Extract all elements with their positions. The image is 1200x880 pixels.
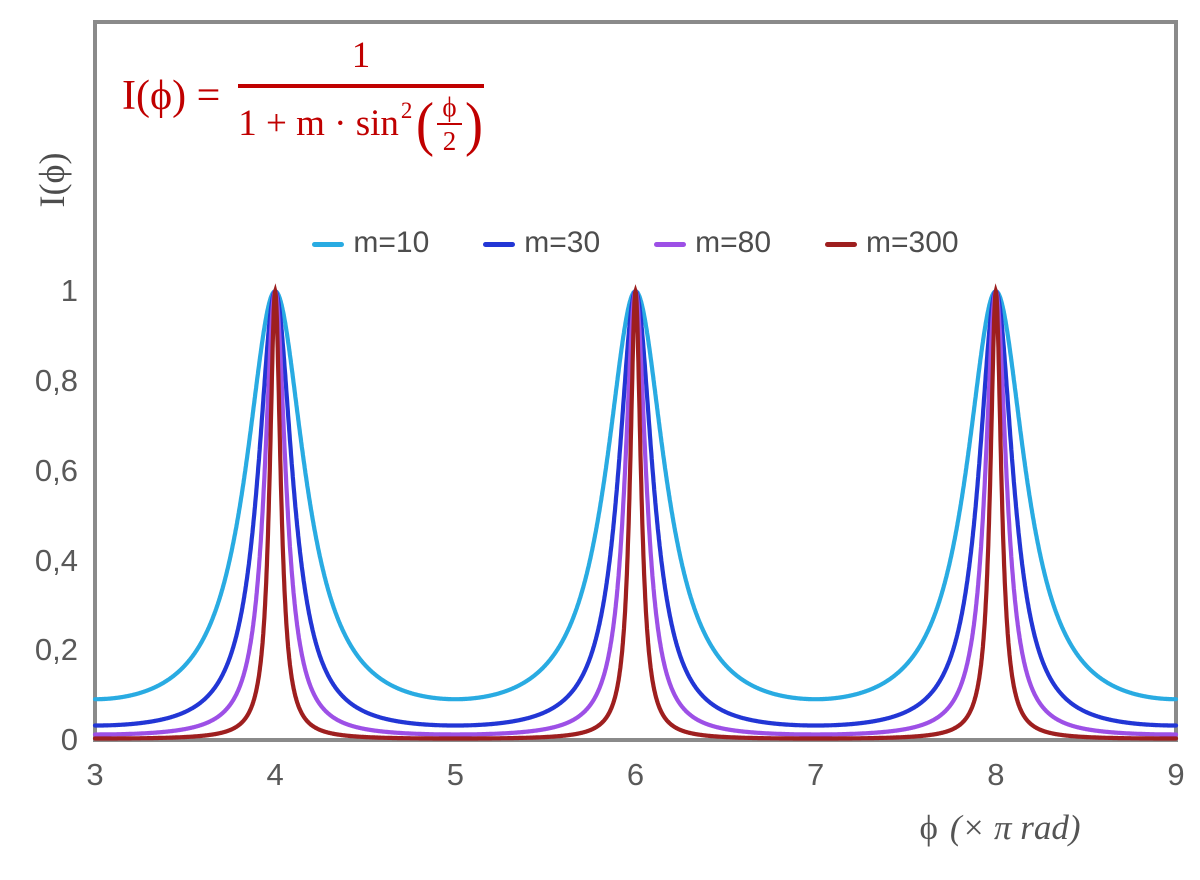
legend-label: m=30 [524, 226, 601, 259]
y-axis-title: I(ϕ) [32, 152, 72, 208]
inner-denominator: 2 [442, 126, 457, 157]
legend-swatch-m=30 [483, 241, 516, 247]
legend-item-m=300: m=300 [825, 226, 959, 260]
legend-label: m=10 [353, 226, 430, 259]
legend-swatch-m=10 [312, 241, 345, 247]
formula-denominator: 1 + m · sin 2 ( ϕ 2 ) [238, 88, 483, 156]
formula-denominator-text: 1 + m · sin [238, 102, 399, 144]
curve-group [92, 283, 1179, 741]
curve-m=30 [92, 289, 1179, 728]
formula-lhs: I(ϕ) = [122, 72, 221, 119]
close-paren: ) [464, 91, 483, 158]
x-tick-label: 5 [446, 757, 464, 792]
legend-label: m=300 [866, 226, 959, 259]
legend-label: m=80 [695, 226, 772, 259]
y-tick-label: 0,8 [34, 363, 78, 398]
x-tick-label: 9 [1167, 757, 1185, 792]
plot-frame [93, 20, 1178, 742]
legend-swatch-m=80 [654, 241, 687, 247]
formula-sin-exponent: 2 [400, 98, 413, 124]
legend-swatch-m=300 [825, 241, 858, 247]
x-tick-label: 3 [86, 757, 104, 792]
x-axis-title-phi: ϕ [919, 808, 938, 847]
legend-item-m=30: m=30 [483, 226, 600, 260]
formula-fraction: 1 1 + m · sin 2 ( ϕ 2 ) [238, 35, 484, 156]
y-tick-label: 0,6 [34, 452, 78, 488]
y-tick-label: 0 [60, 722, 78, 757]
legend-item-m=80: m=80 [654, 226, 771, 260]
inner-numerator: ϕ [437, 92, 462, 126]
legend-item-m=10: m=10 [312, 226, 429, 260]
x-tick-label: 7 [807, 757, 825, 792]
formula-inner-fraction: ϕ 2 [437, 92, 462, 157]
y-tick-label: 1 [60, 273, 78, 309]
y-tick-label: 0,4 [34, 542, 78, 578]
x-tick-label: 8 [987, 757, 1005, 792]
formula: I(ϕ) = 1 1 + m · sin 2 ( ϕ 2 ) [122, 35, 484, 156]
curve-m=80 [92, 288, 1179, 737]
formula-numerator: 1 [238, 35, 484, 88]
x-axis-title: ϕ (× π rad) [878, 808, 1122, 848]
legend: m=10 m=30 m=80 m=300 [95, 226, 1176, 260]
curve-m=300 [92, 283, 1179, 741]
x-axis-title-unit: (× π rad) [949, 808, 1081, 847]
open-paren: ( [416, 91, 435, 158]
y-tick-label: 0,2 [34, 632, 78, 668]
x-tick-label: 4 [266, 757, 284, 792]
x-tick-label: 6 [626, 757, 645, 792]
